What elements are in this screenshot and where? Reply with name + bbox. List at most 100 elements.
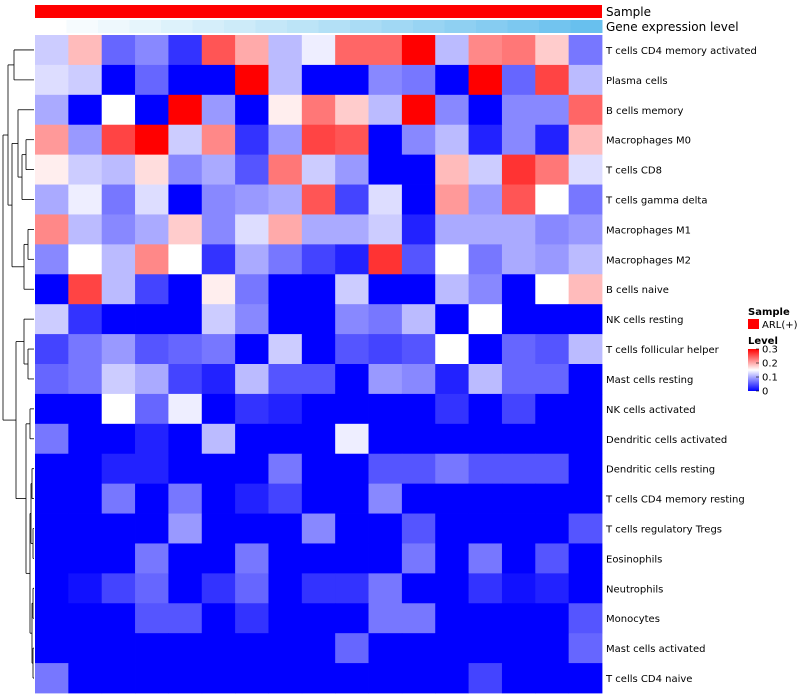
heatmap-cell — [268, 244, 303, 275]
heatmap-cell — [401, 334, 436, 365]
heatmap-cell — [335, 573, 369, 604]
heatmap-cell — [301, 603, 336, 634]
heatmap-cell — [168, 633, 203, 664]
heatmap-cell — [201, 274, 236, 305]
heatmap-cell — [268, 393, 303, 425]
heatmap-cell — [335, 244, 369, 275]
heatmap-cell — [401, 633, 436, 664]
heatmap-cell — [301, 35, 336, 66]
heatmap-cell — [401, 124, 436, 156]
heatmap-cell — [368, 573, 403, 604]
heatmap-cell — [101, 364, 136, 395]
heatmap-cell — [568, 663, 603, 694]
heatmap-cell — [68, 633, 103, 664]
heatmap-cell — [201, 304, 236, 335]
annotation-track-expression-cell — [255, 20, 288, 33]
heatmap-cell — [168, 64, 203, 96]
heatmap-cell — [301, 94, 336, 126]
row-label: T cells CD8 — [605, 166, 662, 177]
heatmap-cell — [268, 214, 303, 245]
heatmap-cell — [268, 304, 303, 335]
annotation-track-expression-cell — [444, 20, 477, 33]
heatmap-cell — [335, 543, 369, 574]
heatmap-cell — [501, 184, 536, 215]
heatmap-cell — [301, 124, 336, 156]
heatmap-cell — [435, 274, 469, 305]
heatmap-cell — [335, 124, 369, 156]
heatmap-cell — [368, 274, 403, 305]
heatmap-cell — [568, 513, 603, 544]
heatmap-cell — [468, 483, 503, 514]
heatmap-cell — [235, 633, 269, 664]
heatmap-cell — [468, 513, 503, 544]
heatmap-cell — [201, 393, 236, 425]
heatmap-cell — [435, 124, 469, 156]
heatmap-cell — [235, 334, 269, 365]
heatmap-cell — [501, 603, 536, 634]
heatmap-cell — [535, 184, 570, 215]
heatmap-cell — [101, 453, 136, 485]
heatmap-cell — [68, 184, 103, 215]
heatmap-cell — [201, 154, 236, 185]
heatmap-cell — [201, 453, 236, 485]
heatmap-cell — [201, 483, 236, 514]
heatmap-cell — [168, 35, 203, 66]
heatmap-cell — [535, 214, 570, 245]
heatmap-cell — [335, 274, 369, 305]
heatmap-cell — [268, 184, 303, 215]
heatmap-cell — [435, 64, 469, 96]
heatmap-cell — [335, 633, 369, 664]
heatmap-cell — [501, 483, 536, 514]
row-label: B cells memory — [606, 106, 683, 117]
heatmap-cell — [335, 513, 369, 544]
heatmap-cell — [468, 124, 503, 156]
heatmap-cell — [435, 513, 469, 544]
heatmap-cell — [235, 453, 269, 485]
legend-sample-swatch — [748, 319, 759, 329]
legend: Sample ARL(+) Level 0.3 0.2 0.1 0 — [748, 307, 798, 398]
heatmap-cell — [135, 304, 169, 335]
heatmap-cell — [35, 274, 69, 305]
row-label: Dendritic cells activated — [606, 435, 727, 446]
heatmap-cell — [68, 483, 103, 514]
heatmap-cell — [435, 603, 469, 634]
heatmap-cell — [401, 393, 436, 425]
heatmap-cell — [301, 393, 336, 425]
heatmap-cell — [501, 214, 536, 245]
heatmap-cell — [201, 633, 236, 664]
heatmap-cell — [501, 244, 536, 275]
heatmap-cell — [68, 214, 103, 245]
heatmap-cell — [168, 663, 203, 694]
heatmap-cell — [568, 453, 603, 485]
heatmap-cell — [501, 573, 536, 604]
heatmap-cell — [335, 364, 369, 395]
row-label: Dendritic cells resting — [606, 465, 715, 476]
annotation-track-expression-cell — [318, 20, 351, 33]
heatmap-cell — [468, 364, 503, 395]
heatmap-cell — [168, 214, 203, 245]
heatmap-cell — [301, 184, 336, 215]
heatmap-cell — [68, 334, 103, 365]
heatmap-cell — [135, 663, 169, 694]
heatmap-cell — [101, 244, 136, 275]
heatmap-cell — [468, 663, 503, 694]
heatmap-cell — [168, 184, 203, 215]
heatmap-cell — [435, 154, 469, 185]
heatmap-cell — [168, 423, 203, 455]
heatmap-cell — [501, 633, 536, 664]
heatmap-cell — [501, 423, 536, 455]
heatmap-cell — [68, 513, 103, 544]
heatmap-cell — [268, 154, 303, 185]
legend-sample-title: Sample — [748, 307, 790, 318]
heatmap-cell — [535, 64, 570, 96]
heatmap-cell — [568, 364, 603, 395]
heatmap-cell — [335, 214, 369, 245]
heatmap-cell — [135, 453, 169, 485]
heatmap-cell — [368, 483, 403, 514]
heatmap-cell — [401, 304, 436, 335]
heatmap-cell — [101, 64, 136, 96]
heatmap-cell — [435, 573, 469, 604]
heatmap-cell — [568, 423, 603, 455]
heatmap-cell — [501, 154, 536, 185]
heatmap-cell — [368, 64, 403, 96]
